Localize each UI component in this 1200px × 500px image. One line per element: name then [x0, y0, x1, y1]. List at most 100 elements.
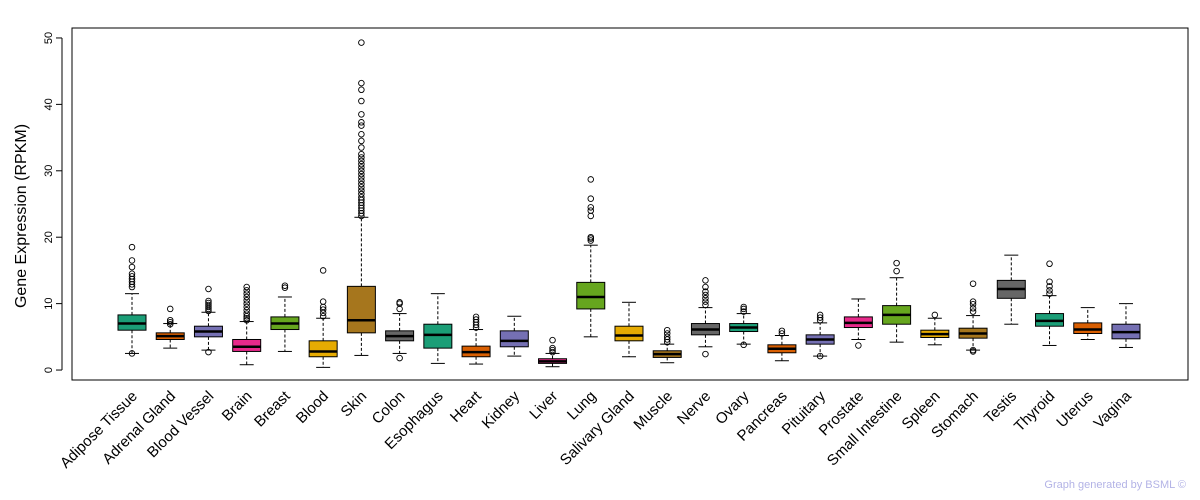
outlier-point [243, 303, 250, 311]
outlier-point [816, 314, 824, 321]
outlier-point [281, 282, 289, 289]
box-iqr [346, 285, 376, 334]
category-label-nerve: Nerve [674, 388, 714, 428]
box-iqr [576, 281, 606, 310]
axes-layer: 0 10 20 30 40 50 [43, 27, 1189, 381]
outlier-point [243, 297, 250, 304]
box-iqr [232, 338, 262, 352]
category-label-brain: Brain [219, 388, 256, 425]
box-lung [576, 176, 606, 338]
outlier-point [702, 291, 709, 299]
outlier-point [205, 348, 212, 356]
outlier-point [396, 354, 403, 362]
outlier-point [205, 301, 212, 309]
outlier-point [358, 184, 365, 191]
box-iqr [499, 330, 529, 348]
box-heart [461, 313, 491, 365]
outlier-point [358, 86, 365, 94]
y-tick-label: 50 [43, 32, 55, 44]
category-label-kidney: Kidney [479, 387, 524, 432]
outlier-point [358, 79, 365, 87]
box-stomach [958, 280, 988, 355]
outlier-point [587, 237, 595, 244]
outlier-point [549, 348, 556, 356]
outlier-point [472, 313, 480, 321]
outlier-point [358, 131, 365, 138]
y-tick-label: 20 [43, 231, 55, 243]
box-blood-vessel [193, 285, 223, 356]
outlier-point [319, 312, 327, 320]
box-ovary [729, 303, 759, 349]
outlier-point [358, 111, 365, 118]
category-label-breast: Breast [251, 387, 294, 430]
outlier-point [243, 290, 250, 297]
box-iqr [1073, 322, 1103, 335]
outlier-point [166, 305, 174, 313]
box-small-intestine [882, 259, 912, 343]
outlier-point [587, 233, 595, 241]
outlier-point [740, 303, 747, 311]
outlier-point [740, 305, 747, 313]
outlier-point [358, 137, 365, 145]
outlier-point [128, 350, 136, 357]
outlier-point [128, 243, 136, 251]
outlier-point [587, 212, 595, 220]
y-tick-label: 30 [43, 165, 55, 177]
outlier-point [243, 283, 250, 291]
box-nerve [690, 277, 720, 358]
box-iqr [423, 323, 453, 349]
outlier-point [358, 187, 365, 194]
box-skin [346, 39, 376, 356]
category-label-muscle: Muscle [630, 388, 676, 434]
outlier-point [358, 167, 365, 175]
category-label-vagina: Vagina [1091, 387, 1136, 432]
outlier-point [472, 316, 480, 323]
box-pituitary [805, 311, 835, 360]
outlier-point [702, 295, 709, 302]
category-label-uterus: Uterus [1053, 388, 1096, 431]
outlier-point [587, 207, 595, 214]
credit-text: Graph generated by BSML © [1044, 479, 1186, 491]
outlier-point [166, 320, 174, 328]
outlier-point [396, 305, 403, 313]
outlier-point [778, 330, 786, 337]
box-breast [270, 282, 300, 352]
outlier-point [549, 344, 556, 352]
outlier-point [128, 263, 136, 271]
outlier-point [549, 336, 556, 344]
outlier-point [969, 308, 977, 315]
box-adipose-tissue [117, 243, 147, 357]
outlier-point [396, 299, 403, 306]
outlier-point [969, 346, 977, 354]
box-pancreas [767, 327, 797, 362]
outlier-point [358, 39, 365, 46]
box-liver [538, 336, 568, 368]
outlier-point [931, 311, 939, 319]
box-esophagus [423, 293, 453, 364]
outlier-point [166, 316, 174, 324]
outlier-point [816, 311, 824, 319]
outlier-point [358, 144, 365, 151]
outlier-point [1046, 278, 1053, 285]
outlier-point [358, 194, 365, 201]
y-axis-label: Gene Expression (RPKM) [13, 124, 30, 308]
outlier-point [358, 97, 365, 105]
box-kidney [499, 315, 529, 357]
outlier-point [663, 333, 671, 341]
outlier-point [549, 346, 556, 354]
outlier-point [243, 310, 250, 317]
box-adrenal-gland [155, 305, 185, 349]
outlier-point [358, 164, 365, 171]
box-iqr [308, 340, 338, 358]
box-colon [385, 299, 415, 362]
outlier-point [358, 150, 365, 158]
outlier-point [1046, 287, 1053, 294]
outlier-point [1046, 283, 1053, 290]
outlier-point [969, 301, 977, 308]
box-vagina [1111, 303, 1141, 348]
outlier-point [702, 283, 709, 291]
outlier-point [816, 352, 824, 360]
box-thyroid [1035, 260, 1065, 346]
outlier-point [663, 330, 671, 337]
